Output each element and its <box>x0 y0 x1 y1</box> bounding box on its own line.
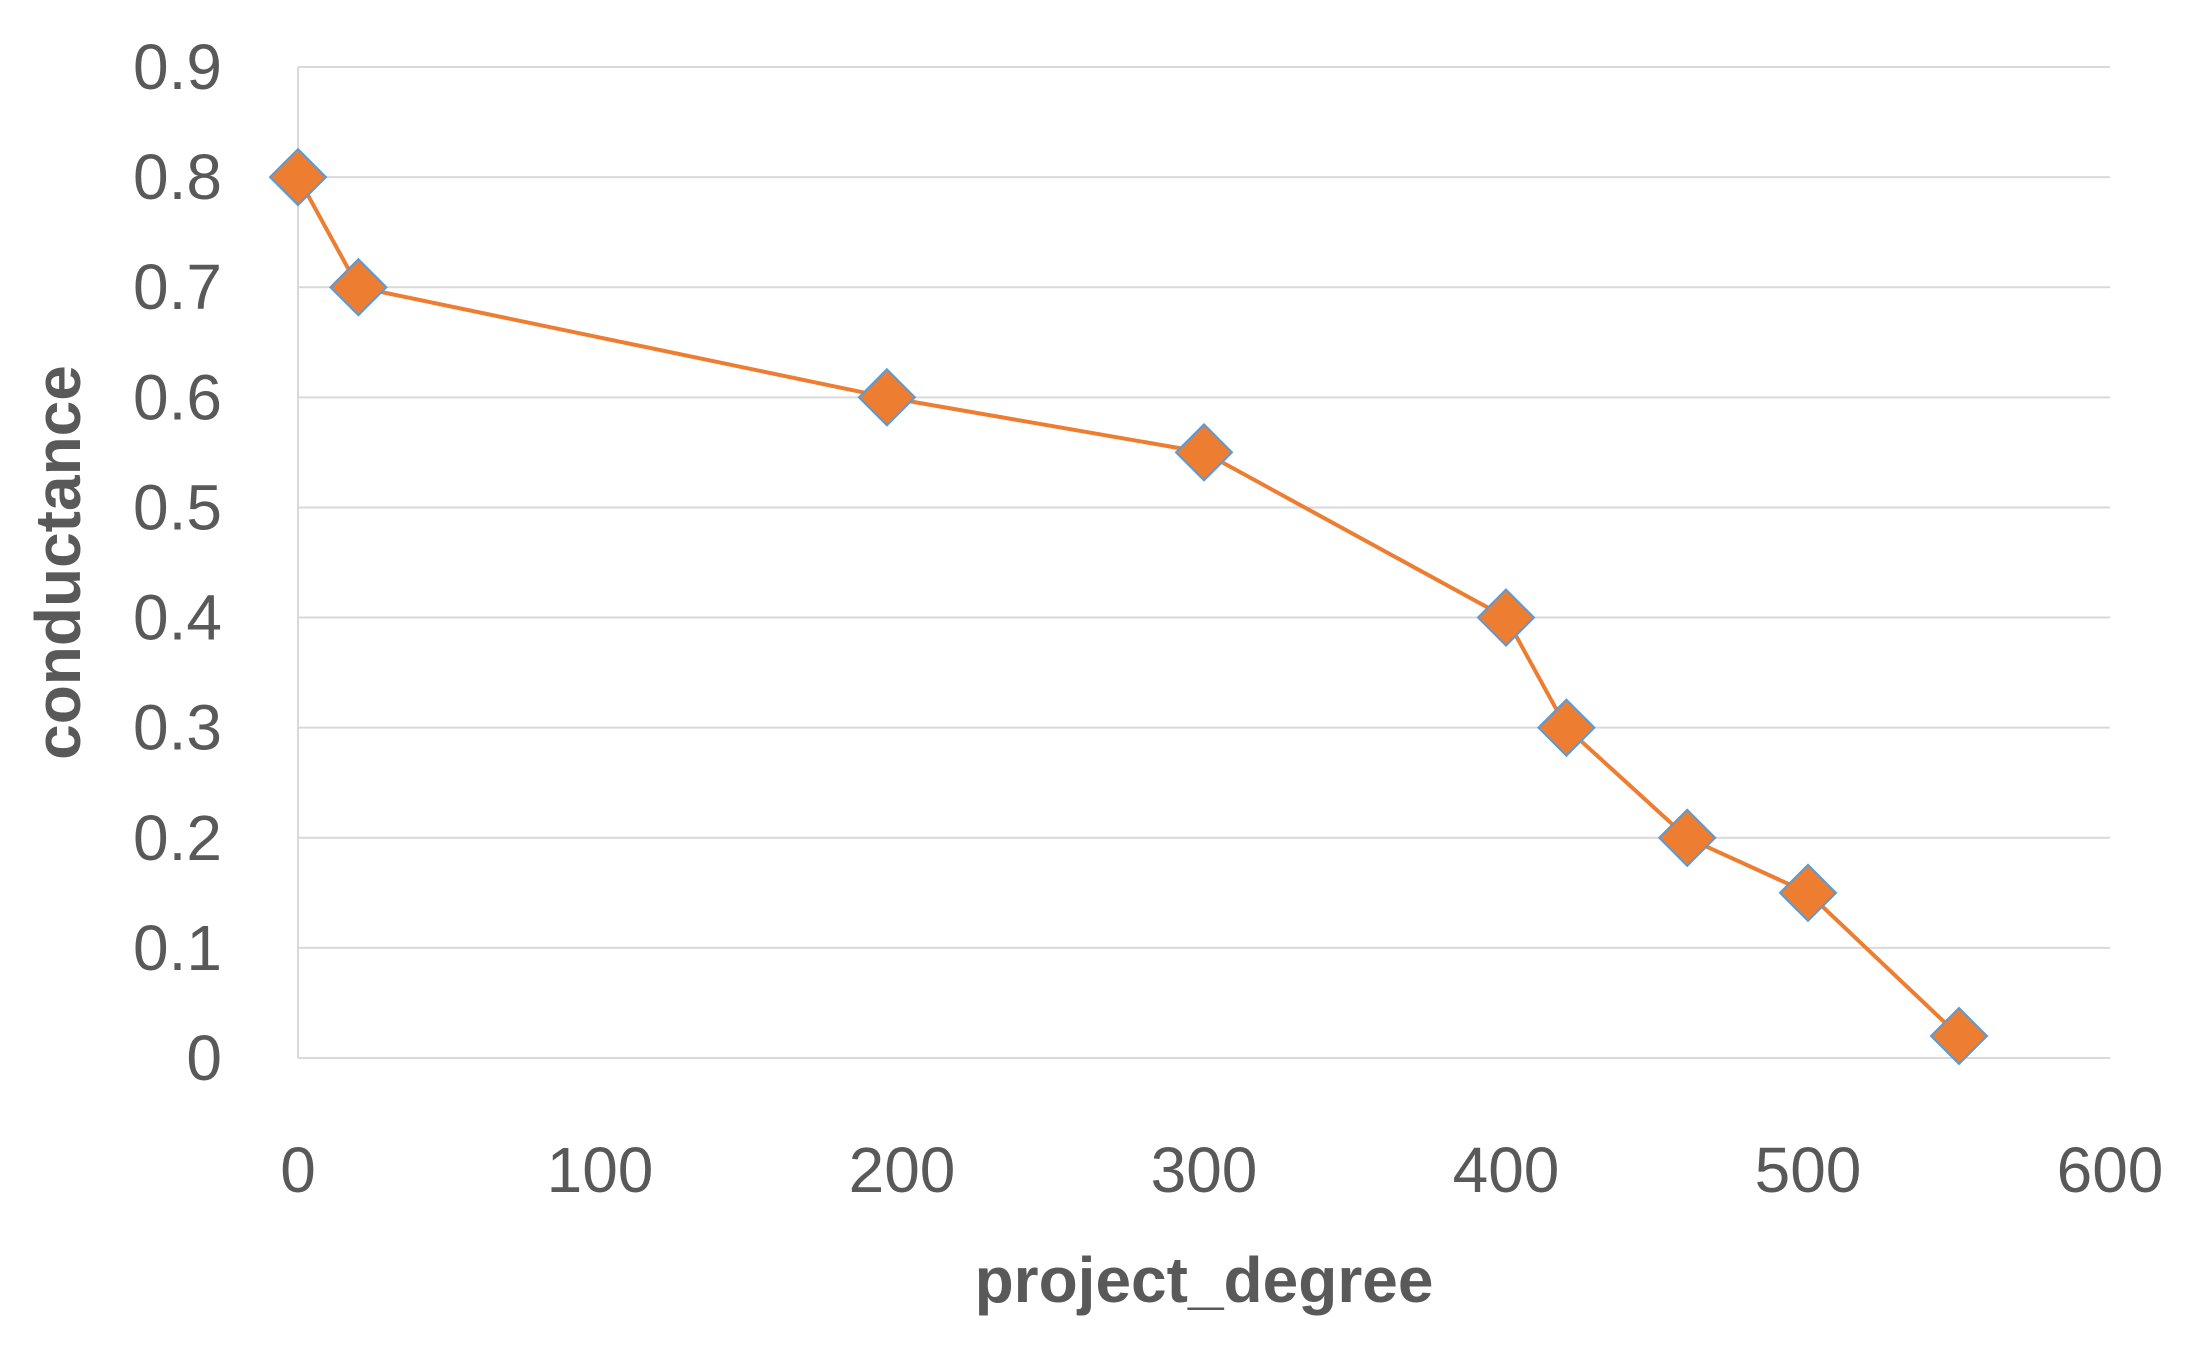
y-tick-label: 0 <box>186 1022 222 1094</box>
data-point <box>857 367 917 427</box>
x-tick-label: 0 <box>280 1134 316 1206</box>
series <box>268 147 1989 1066</box>
x-tick-label: 600 <box>2057 1134 2164 1206</box>
data-point <box>1476 588 1536 647</box>
x-tick-label: 400 <box>1453 1134 1560 1206</box>
x-tick-label: 100 <box>547 1134 654 1206</box>
y-axis-title: conductance <box>22 365 94 760</box>
data-point <box>1536 698 1596 758</box>
gridlines <box>298 66 2110 949</box>
x-axis-title: project_degree <box>975 1244 1434 1316</box>
data-point <box>328 257 388 317</box>
data-point <box>1929 1006 1989 1066</box>
x-tick-label: 300 <box>1151 1134 1258 1206</box>
y-tick-label: 0.5 <box>133 471 222 543</box>
data-point <box>268 147 328 207</box>
data-point <box>1778 863 1838 923</box>
axes <box>297 67 2110 1059</box>
y-tick-label: 0.6 <box>133 361 222 433</box>
x-tick-label: 200 <box>849 1134 956 1206</box>
data-point <box>1657 808 1717 868</box>
series-line <box>296 176 1961 1038</box>
tick-labels: 0 0.1 0.2 0.3 0.4 0.5 0.6 0.7 0.8 0.9 0 100 200 300 40… <box>133 31 2163 1206</box>
y-tick-label: 0.1 <box>133 912 222 984</box>
y-tick-label: 0.8 <box>133 141 222 213</box>
y-tick-label: 0.9 <box>133 31 222 103</box>
y-tick-label: 0.2 <box>133 802 222 874</box>
data-point <box>1174 422 1234 482</box>
x-tick-label: 500 <box>1755 1134 1862 1206</box>
y-tick-label: 0.3 <box>133 692 222 764</box>
y-tick-label: 0.7 <box>133 251 222 323</box>
y-tick-label: 0.4 <box>133 582 222 654</box>
